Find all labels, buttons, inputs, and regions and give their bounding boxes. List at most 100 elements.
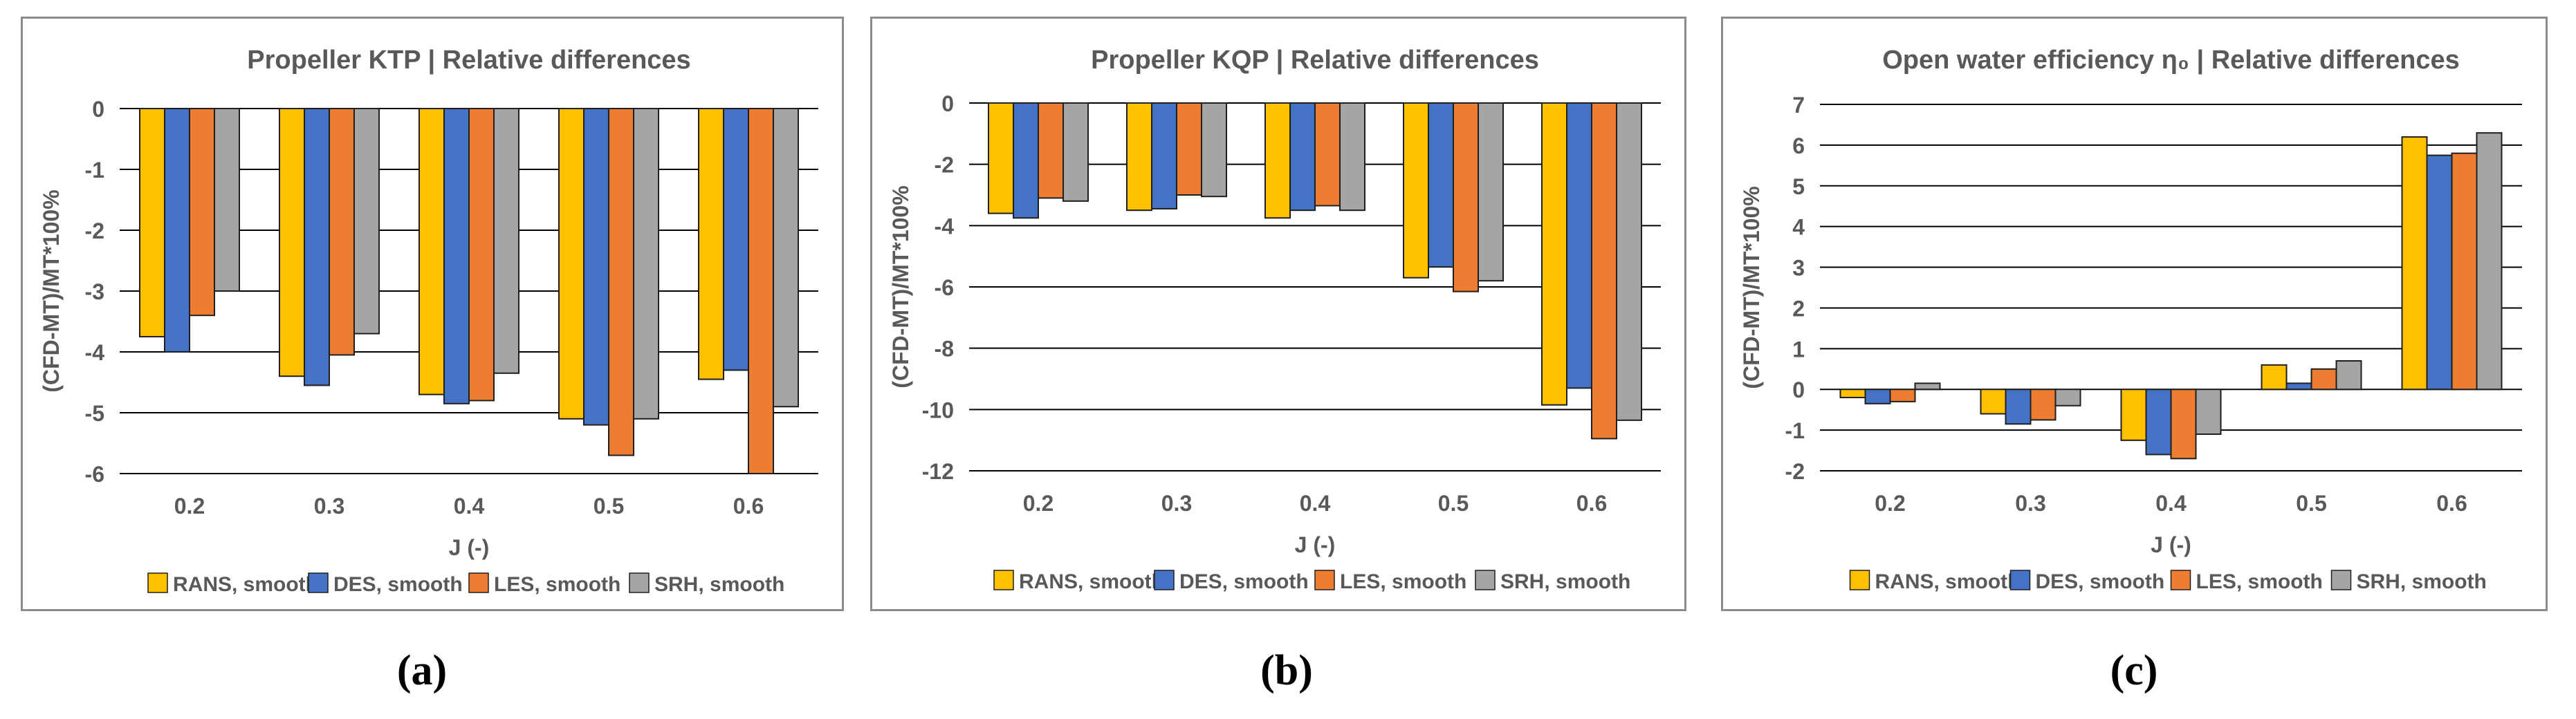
x-tick-label: 0.5 [594,494,624,519]
bar [353,108,380,335]
legend-label: DES, smooth [333,573,463,596]
bar [2030,389,2057,421]
legend-swatch [1314,570,1335,590]
bar [1980,389,2007,415]
chart-panel-ktp: Propeller KTP | Relative differences -6 -5… [21,17,844,611]
legend-swatch [308,572,329,593]
legend-swatch [1849,570,1870,590]
x-tick-label: 0.2 [174,494,205,519]
y-tick-label: -5 [85,401,104,426]
bar [214,108,240,292]
bar [723,108,749,371]
legend-label: SRH, smooth [2357,570,2487,593]
y-tick-label: -4 [935,214,955,239]
y-tick-label: 2 [1792,296,1805,321]
y-tick-label: -12 [922,459,954,484]
y-tick-label: 6 [1792,133,1805,158]
bar [1062,102,1089,202]
x-tick-label: 0.6 [2436,491,2467,516]
x-tick-label: 0.3 [314,494,344,519]
y-tick-label: -1 [1785,418,1805,443]
bar [2476,132,2503,391]
bar [1264,102,1291,219]
legend-label: LES, smooth [494,573,620,596]
bar [493,108,519,374]
bar [304,108,330,386]
x-tick-label: 0.3 [2015,491,2045,516]
x-tick-label: 0.5 [2296,491,2326,516]
bar [1038,102,1064,199]
x-axis-label: J (-) [2151,532,2191,557]
bar [2005,389,2032,425]
y-tick-label: -6 [85,462,104,487]
y-tick-label: 7 [1792,93,1805,118]
chart-efficiency: Open water efficiency η₀ | Relative diff… [1739,46,2522,593]
bar [1864,389,1891,404]
y-tick-label: 5 [1792,174,1805,199]
bar [2170,389,2197,460]
bar [418,108,445,395]
y-axis-label: (CFD-MT)/MT*100% [888,185,913,388]
y-tick-label: -8 [935,337,954,362]
legend-swatch [629,572,650,593]
x-tick-label: 0.5 [1438,491,1469,516]
bar [1566,102,1592,389]
y-tick-label: -6 [935,275,954,300]
bar [1176,102,1202,196]
bar [2195,389,2222,436]
bar [1339,102,1365,212]
bar [189,108,215,317]
legend-swatch [2170,570,2191,590]
y-tick-label: -1 [85,158,104,183]
bar [773,108,799,408]
x-tick-label: 0.4 [2155,491,2187,516]
bar [1289,102,1316,212]
bar [1478,102,1504,282]
bar [329,108,355,356]
bar [2426,154,2453,391]
bar [2451,152,2478,391]
bar [1616,102,1642,421]
legend-label: LES, smooth [2196,570,2323,593]
bar [2285,382,2312,391]
legend-swatch [2009,570,2031,590]
y-tick-label: 0 [1792,377,1805,402]
y-tick-label: -2 [85,218,104,243]
caption-a: (a) [396,647,448,694]
bar [139,108,165,337]
legend-swatch [993,570,1014,590]
x-tick-label: 0.2 [1023,491,1054,516]
legend-label: SRH, smooth [1500,570,1630,593]
chart-ktp: Propeller KTP | Relative differences -6 -5… [39,46,818,596]
legend-swatch [147,572,168,593]
bar [1453,102,1479,292]
bar [2401,136,2428,391]
bar [608,108,634,456]
legend-label: DES, smooth [2036,570,2165,593]
bar [164,108,190,353]
caption-b: (b) [1260,647,1313,694]
chart-panel-efficiency: Open water efficiency η₀ | Relative diff… [1721,17,2548,611]
bar [2310,368,2337,391]
x-axis-label: J (-) [1295,532,1336,557]
bar [558,108,585,420]
y-axis-label: (CFD-MT)/MT*100% [39,189,64,392]
bar [2145,389,2172,456]
bar [279,108,305,377]
y-tick-label: 3 [1792,256,1805,281]
bar [1201,102,1227,198]
bar [1591,102,1617,440]
legend-label: SRH, smooth [654,573,784,596]
bar [2261,364,2288,391]
bar [468,108,495,402]
bar [1151,102,1177,209]
bar [698,108,724,380]
y-tick-label: 4 [1792,215,1805,240]
x-tick-label: 0.3 [1161,491,1192,516]
legend-label: RANS, smooth [173,573,318,596]
bar [1541,102,1567,406]
bar [583,108,609,426]
legend-label: RANS, smooth [1019,570,1164,593]
x-tick-label: 0.2 [1875,491,1905,516]
bar [988,102,1014,214]
